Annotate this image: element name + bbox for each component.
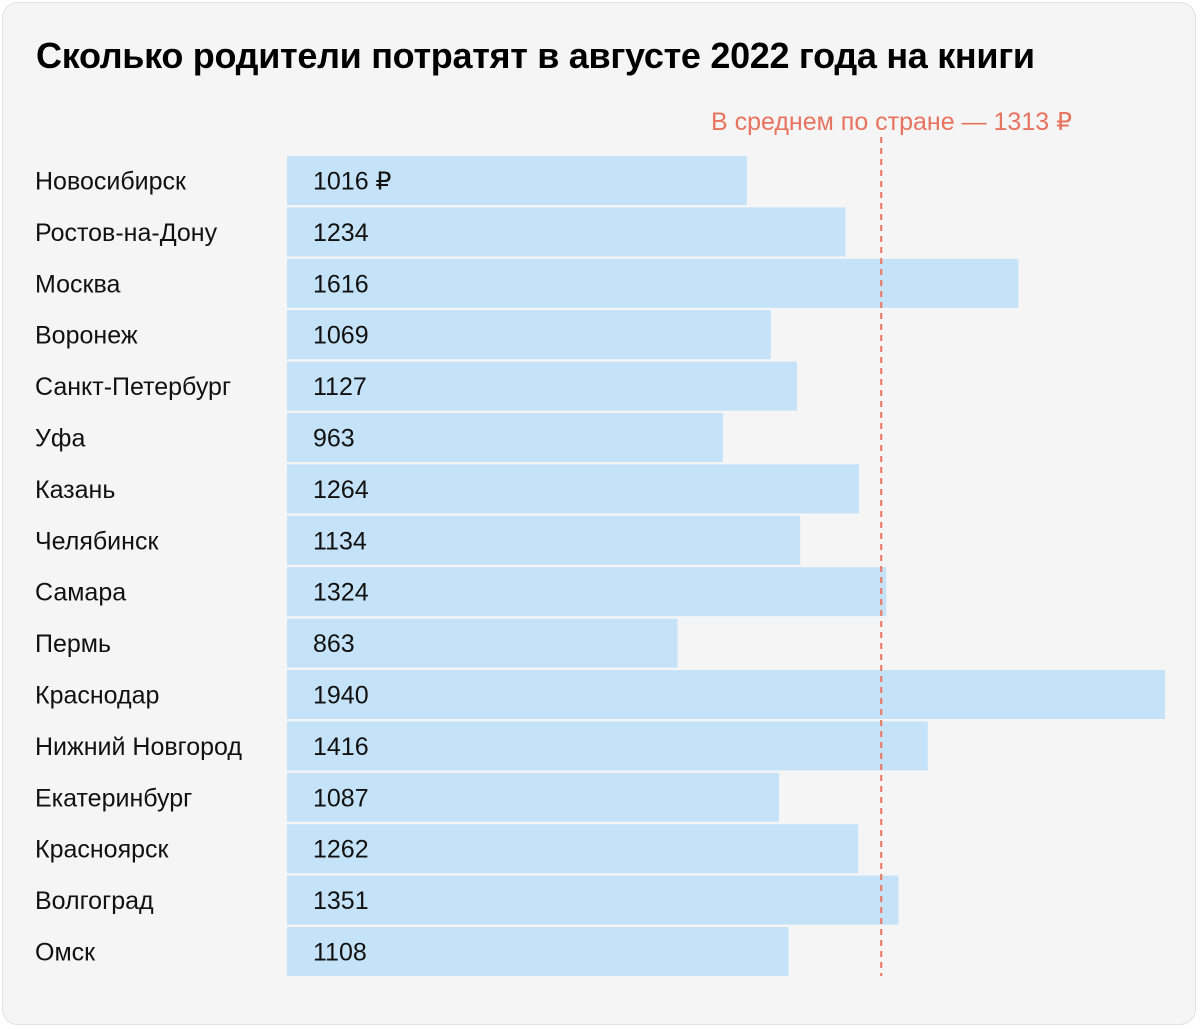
- category-label-0: Новосибирск: [35, 168, 187, 196]
- bar-8: [287, 567, 887, 617]
- average-reference-label: В среднем по стране — 1313 ₽: [711, 108, 1072, 136]
- bar-4: [287, 361, 798, 411]
- value-label-1: 1234: [313, 219, 369, 247]
- category-label-13: Красноярск: [35, 836, 170, 864]
- value-label-6: 1264: [313, 476, 369, 504]
- category-label-3: Воронеж: [35, 322, 138, 350]
- value-label-10: 1940: [313, 682, 369, 710]
- bar-9: [287, 618, 678, 668]
- bar-2: [287, 258, 1019, 308]
- bar-0: [287, 156, 747, 205]
- category-label-6: Казань: [35, 476, 115, 504]
- category-label-14: Волгоград: [35, 887, 154, 915]
- bar-7: [287, 515, 801, 565]
- category-label-11: Нижний Новгород: [35, 733, 242, 761]
- value-label-4: 1127: [313, 373, 367, 401]
- value-label-3: 1069: [313, 322, 369, 350]
- value-label-9: 863: [313, 630, 355, 658]
- bar-3: [287, 310, 771, 360]
- bar-6: [287, 464, 860, 514]
- value-label-12: 1087: [313, 784, 369, 812]
- value-label-13: 1262: [313, 836, 369, 864]
- category-label-9: Пермь: [35, 630, 111, 658]
- value-label-2: 1616: [313, 270, 369, 298]
- bar-11: [287, 721, 928, 771]
- value-label-14: 1351: [313, 887, 369, 915]
- bar-5: [287, 413, 723, 462]
- category-label-4: Санкт-Петербург: [35, 373, 231, 401]
- bar-10: [287, 670, 1165, 719]
- chart-title: Сколько родители потратят в августе 2022…: [36, 35, 1035, 76]
- value-label-11: 1416: [313, 733, 369, 761]
- value-label-15: 1108: [313, 939, 367, 967]
- category-label-2: Москва: [35, 270, 120, 298]
- category-label-1: Ростов-на-Дону: [35, 219, 218, 247]
- category-label-7: Челябинск: [35, 527, 159, 555]
- value-label-8: 1324: [313, 579, 369, 607]
- bar-15: [287, 927, 789, 976]
- category-label-15: Омск: [35, 939, 96, 967]
- value-label-5: 963: [313, 425, 355, 453]
- category-label-8: Самара: [35, 579, 126, 607]
- category-label-10: Краснодар: [35, 682, 159, 710]
- bar-13: [287, 824, 859, 874]
- value-label-7: 1134: [313, 527, 367, 555]
- value-label-0: 1016 ₽: [313, 168, 392, 196]
- bar-chart: Новосибирск 1016 ₽ Ростов-на-Дону 1234 Москв…: [35, 108, 1165, 976]
- category-label-5: Уфа: [35, 425, 85, 453]
- bars-group: Новосибирск 1016 ₽ Ростов-на-Дону 1234 Москв…: [35, 156, 1165, 976]
- bar-14: [287, 875, 899, 925]
- reference-line-group: В среднем по стране — 1313 ₽: [711, 108, 1072, 976]
- bar-1: [287, 207, 846, 257]
- bar-12: [287, 772, 779, 822]
- category-label-12: Екатеринбург: [35, 784, 192, 812]
